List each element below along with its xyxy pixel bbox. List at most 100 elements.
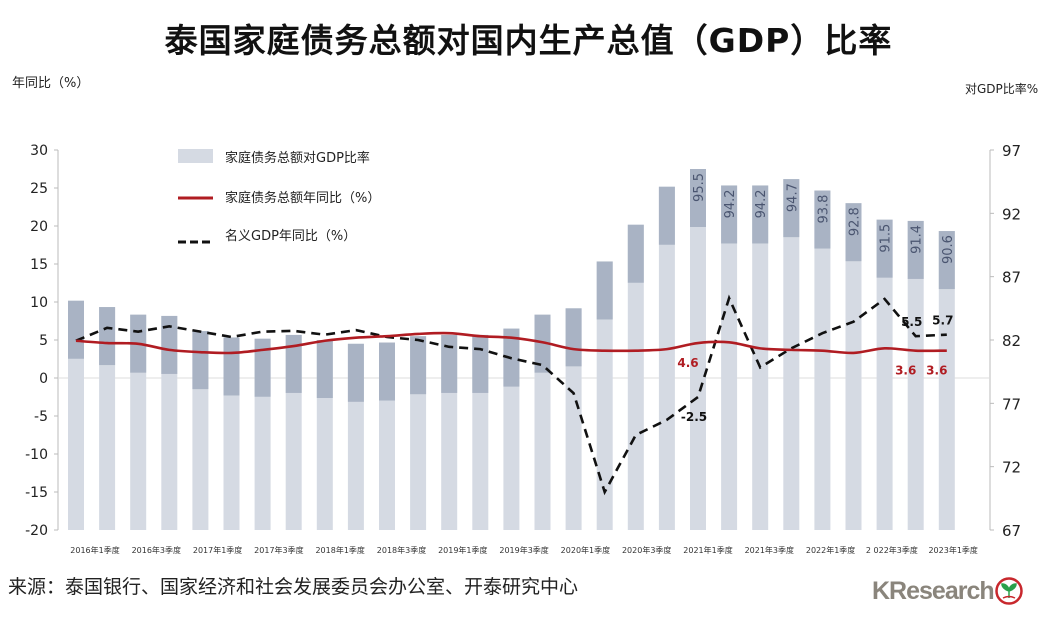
right-tick-label: 82 (1002, 332, 1021, 350)
bar-value-label: 92.8 (848, 207, 863, 236)
nominal-gdp-yoy-label: 5.7 (932, 314, 953, 328)
nominal-gdp-yoy-label: 5.5 (901, 315, 922, 329)
bar (876, 219, 893, 530)
bar-top-segment (907, 220, 924, 279)
left-tick-label: -5 (34, 409, 48, 425)
bar (658, 186, 675, 530)
bar-top-segment (565, 308, 582, 367)
left-tick-label: 5 (39, 333, 48, 349)
left-tick-label: -20 (25, 523, 48, 539)
right-tick-label: 72 (1002, 459, 1021, 477)
bar-top-segment (441, 334, 458, 393)
left-tick-label: 0 (39, 371, 48, 387)
left-axis-label: 年同比（%） (12, 76, 90, 91)
right-tick-label: 97 (1002, 142, 1021, 160)
x-tick-label: 2020年3季度 (622, 545, 671, 555)
bar-top-segment (410, 336, 427, 395)
bar-top-segment (472, 334, 489, 393)
bar-top-segment (938, 231, 955, 290)
bar-top-segment (99, 307, 116, 366)
x-tick-label: 2018年1季度 (315, 545, 364, 555)
left-tick-label: 10 (30, 295, 48, 311)
nominal-gdp-yoy-label: -2.5 (681, 410, 707, 424)
x-tick-label: 2016年1季度 (70, 545, 119, 555)
bar-top-segment (814, 190, 831, 249)
left-tick-label: 30 (30, 143, 48, 159)
chart-title: 泰国家庭债务总额对国内生产总值（GDP）比率 (164, 21, 893, 60)
legend-swatch-bar (178, 149, 213, 163)
x-tick-label: 2019年1季度 (438, 545, 487, 555)
bar-top-segment (254, 338, 271, 397)
bar-top-segment (783, 179, 800, 238)
bar (814, 190, 831, 531)
bar-top-segment (223, 337, 240, 396)
bar (752, 185, 769, 530)
bar-top-segment (596, 261, 613, 320)
bar-top-segment (161, 315, 178, 374)
left-tick-label: 20 (30, 219, 48, 235)
bar-top-segment (192, 331, 209, 390)
x-tick-label: 2016年3季度 (132, 545, 181, 555)
bar-top-segment (285, 334, 302, 393)
bar-value-label: 91.4 (910, 225, 925, 254)
x-tick-label: 2017年1季度 (193, 545, 242, 555)
household-debt-yoy-label: 3.6 (926, 364, 947, 378)
x-tick-label: 2022年1季度 (806, 545, 855, 555)
bar (907, 220, 924, 530)
bar-value-label: 94.2 (723, 189, 738, 218)
logo-text: KResearch (872, 576, 995, 605)
bar-value-label: 94.7 (785, 183, 800, 212)
household-debt-yoy-label: 3.6 (895, 364, 916, 378)
legend-label-dashed-line: 名义GDP年同比（%） (225, 228, 356, 244)
x-tick-label: 2020年1季度 (561, 545, 610, 555)
bar (783, 179, 800, 530)
bar-top-segment (627, 224, 644, 283)
source-note: 来源：泰国银行、国家经济和社会发展委员会办公室、开泰研究中心 (8, 576, 579, 598)
bar (596, 261, 613, 530)
x-tick-label: 2021年1季度 (683, 545, 732, 555)
bar (721, 185, 738, 530)
bar-value-label: 90.6 (941, 235, 956, 264)
nominal-gdp-yoy-line (75, 294, 947, 496)
left-tick-label: -10 (25, 447, 48, 463)
x-tick-label: 2021年3季度 (745, 545, 794, 555)
left-tick-label: 25 (30, 181, 48, 197)
legend-label-bar: 家庭债务总额对GDP比率 (225, 150, 370, 166)
legend-label-red-line: 家庭债务总额年同比（%） (225, 190, 380, 206)
bar (627, 224, 644, 530)
left-tick-label: 15 (30, 257, 48, 273)
bar-top-segment (534, 314, 551, 373)
bar-top-segment (690, 169, 706, 227)
kasikorn-leaf-icon (994, 577, 1023, 605)
right-tick-label: 87 (1002, 269, 1021, 287)
x-tick-label: 2018年3季度 (377, 545, 426, 555)
bar-top-segment (721, 185, 738, 244)
right-tick-label: 92 (1002, 205, 1021, 223)
bar-value-label: 95.5 (692, 173, 707, 202)
bar-top-segment (752, 185, 769, 244)
household-debt-yoy-line (75, 331, 947, 355)
right-tick-label: 77 (1002, 395, 1021, 413)
x-tick-label: 2017年3季度 (254, 545, 303, 555)
bar-top-segment (347, 343, 364, 402)
left-tick-label: -15 (25, 485, 48, 501)
kresearch-logo: KResearch (872, 576, 1024, 606)
bar-value-label: 94.2 (754, 189, 769, 218)
bar-top-segment (658, 186, 675, 245)
household-debt-yoy-label: 4.6 (677, 356, 698, 370)
bar (845, 203, 862, 530)
bar-top-segment (845, 203, 862, 262)
bar-value-label: 93.8 (816, 195, 831, 224)
bar (938, 231, 955, 531)
bar-top-segment (379, 342, 395, 401)
bar-top-segment (68, 300, 84, 359)
right-tick-label: 67 (1002, 522, 1021, 540)
bar-top-segment (316, 340, 333, 398)
x-tick-label: 2023年1季度 (928, 545, 977, 555)
x-tick-label: 2 022年3季度 (866, 545, 918, 555)
x-tick-label: 2019年3季度 (499, 545, 548, 555)
bar-value-label: 91.5 (879, 224, 894, 253)
bar-top-segment (876, 219, 893, 278)
bar (690, 169, 706, 530)
